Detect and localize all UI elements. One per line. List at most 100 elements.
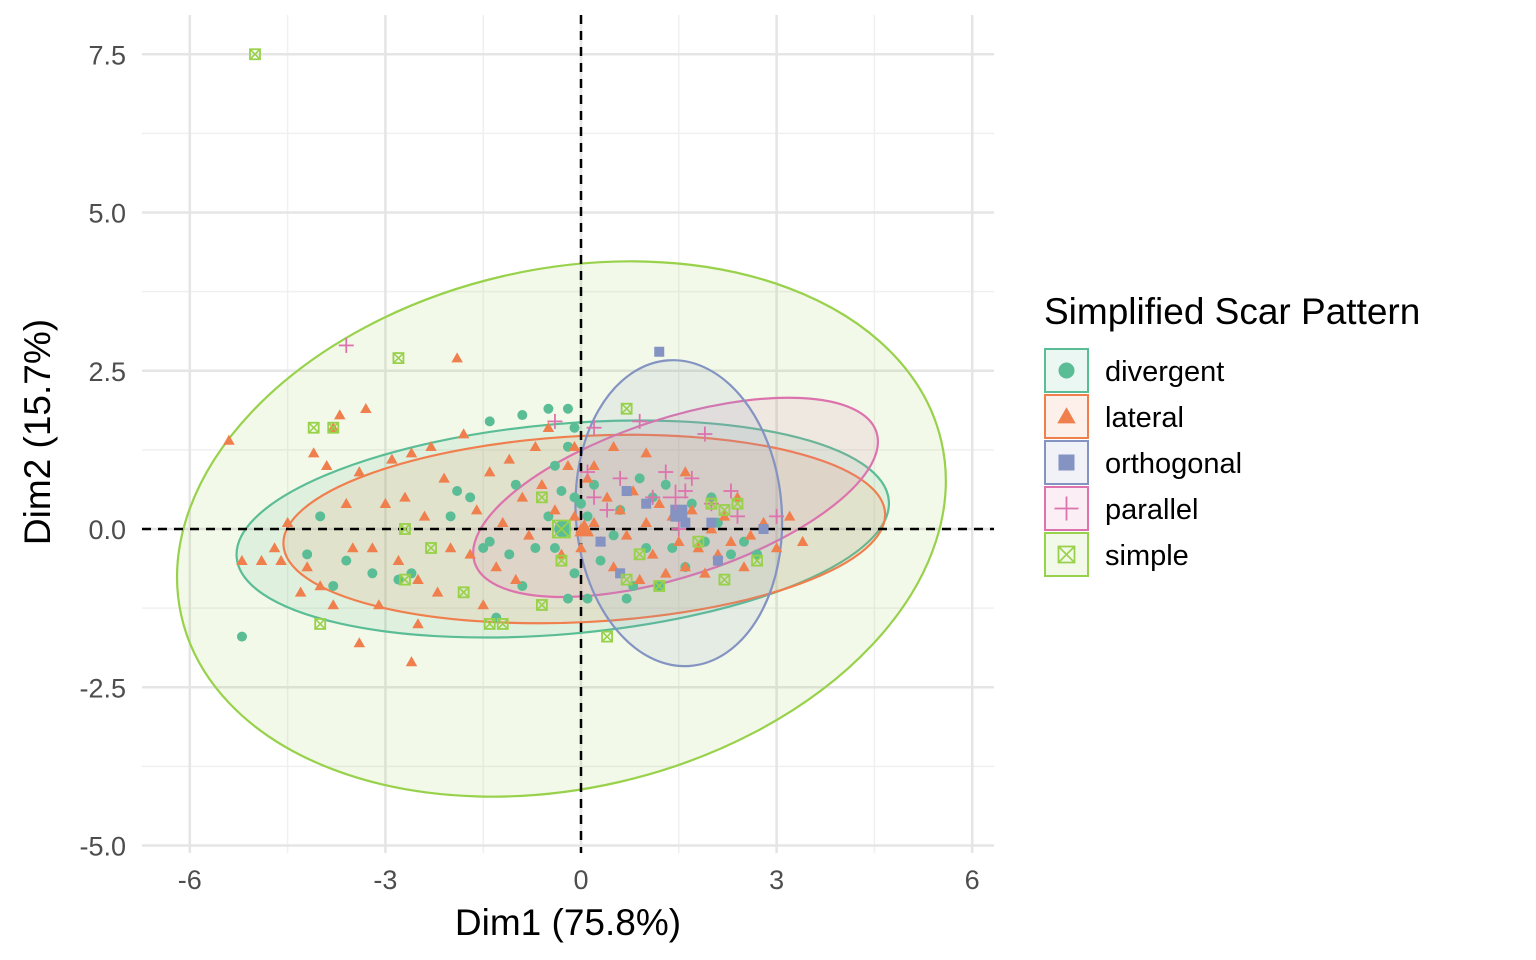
simple-point — [718, 573, 731, 586]
group-centroids — [552, 484, 689, 539]
x-tick-label: 6 — [965, 865, 980, 895]
lateral-point — [536, 478, 548, 490]
lateral-point — [705, 523, 718, 534]
divergent-point — [576, 498, 586, 509]
simple-point — [535, 599, 548, 611]
lateral-point — [255, 554, 268, 565]
parallel-point — [599, 502, 615, 518]
simple-point — [751, 554, 763, 567]
legend-title: Simplified Scar Pattern — [1044, 291, 1420, 332]
parallel-point — [729, 508, 745, 524]
lateral-point — [268, 542, 281, 553]
lateral-point — [275, 554, 287, 565]
lateral-point — [523, 529, 535, 540]
x-tick-label: 3 — [769, 865, 784, 895]
parallel-point — [586, 489, 602, 505]
legend-item-lateral: lateral — [1044, 394, 1184, 439]
lateral-point — [490, 561, 502, 572]
legend: Simplified Scar Pattern divergent lateral… — [1044, 291, 1420, 577]
simple-point — [601, 630, 613, 643]
lateral-point — [725, 535, 737, 546]
divergent-point — [484, 416, 495, 427]
orthogonal-point — [758, 524, 769, 534]
lateral-point — [510, 573, 522, 584]
lateral-point — [320, 459, 333, 471]
lateral-point — [660, 567, 672, 578]
simple-point — [307, 421, 320, 434]
divergent-point — [341, 555, 352, 566]
lateral-point — [640, 516, 652, 527]
parallel-point — [723, 483, 739, 499]
simple-point — [535, 491, 548, 504]
orthogonal-point — [706, 517, 717, 528]
simple-point — [314, 618, 327, 630]
lateral-point — [497, 516, 509, 527]
legend-item-orthogonal: orthogonal — [1044, 440, 1242, 485]
lateral-point — [601, 491, 613, 502]
lateral-point — [529, 440, 542, 452]
legend-item-parallel: parallel — [1044, 486, 1199, 531]
y-axis-tick-labels: -5.0 -2.5 0.0 2.5 5.0 7.5 — [79, 40, 126, 861]
lateral-point — [588, 459, 600, 471]
lateral-point — [783, 510, 796, 521]
lateral-legend-symbol — [1057, 407, 1076, 424]
lateral-point — [686, 504, 698, 515]
y-tick-label: 7.5 — [88, 40, 126, 70]
lateral-point — [699, 567, 711, 578]
divergent-point — [465, 492, 476, 503]
lateral-point — [640, 447, 652, 458]
lateral-point — [366, 542, 379, 553]
lateral-point — [464, 548, 476, 559]
simple-point — [327, 421, 340, 434]
orthogonal-point — [680, 517, 691, 528]
lateral-point — [327, 599, 339, 610]
divergent-centroid — [554, 520, 572, 538]
divergent-point — [484, 536, 495, 547]
lateral-point — [340, 497, 353, 508]
divergent-point — [699, 536, 710, 547]
simple-legend-symbol — [1057, 545, 1076, 564]
x-axis-title: Dim1 (75.8%) — [455, 902, 681, 943]
x-axis-tick-labels: -6 -3 0 3 6 — [178, 865, 980, 895]
lateral-point — [301, 561, 313, 572]
lateral-point — [646, 548, 659, 559]
lateral-point — [438, 472, 450, 483]
orthogonal-point — [654, 346, 665, 357]
lateral-point — [431, 586, 444, 597]
orthogonal-legend-symbol — [1058, 454, 1075, 471]
lateral-point — [568, 440, 581, 452]
lateral-point — [392, 554, 405, 565]
lateral-point — [314, 580, 326, 591]
lateral-point — [294, 586, 307, 597]
lateral-point — [379, 497, 392, 508]
parallel-point — [632, 413, 648, 429]
divergent-point — [302, 549, 313, 560]
divergent-point — [393, 574, 404, 585]
divergent-point — [530, 542, 541, 553]
lateral-point — [477, 599, 489, 610]
divergent-point — [236, 631, 247, 642]
divergent-point — [621, 593, 632, 604]
x-tick-label: -6 — [178, 865, 202, 895]
lateral-point — [679, 466, 692, 477]
lateral-point — [236, 554, 248, 565]
lateral-point — [673, 535, 685, 546]
y-tick-label: 2.5 — [88, 357, 126, 387]
divergent-legend-symbol — [1058, 362, 1075, 379]
lateral-point — [457, 428, 470, 439]
lateral-point — [353, 466, 366, 477]
lateral-point — [562, 459, 574, 471]
parallel-legend-symbol — [1054, 496, 1079, 521]
legend-item-divergent: divergent — [1044, 348, 1224, 393]
parallel-point — [338, 337, 354, 353]
orthogonal-point — [641, 498, 652, 509]
simple-point — [496, 618, 509, 630]
orthogonal-point — [595, 536, 606, 547]
lateral-point — [679, 561, 692, 572]
divergent-point — [752, 549, 763, 560]
divergent-point — [517, 410, 528, 421]
parallel-centroid — [662, 484, 689, 511]
simple-point — [620, 573, 633, 586]
lateral-point — [607, 440, 620, 452]
orthogonal-point — [615, 568, 626, 579]
